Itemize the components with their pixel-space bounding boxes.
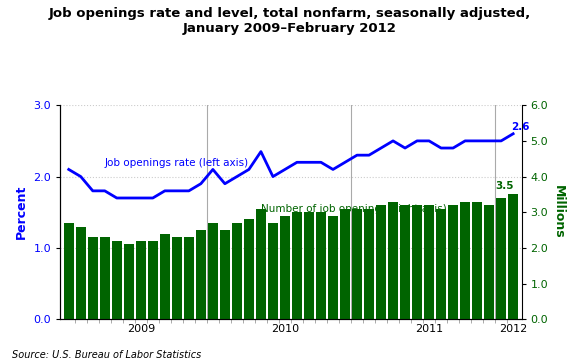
Bar <box>88 237 97 319</box>
Text: Job openings rate (left axis): Job openings rate (left axis) <box>105 158 249 168</box>
Bar <box>100 237 110 319</box>
Bar <box>268 223 278 319</box>
Bar <box>376 205 386 319</box>
Bar <box>424 205 434 319</box>
Bar <box>496 198 506 319</box>
Bar <box>508 194 518 319</box>
Bar <box>136 241 146 319</box>
Text: 3.5: 3.5 <box>495 181 514 191</box>
Bar <box>316 212 326 319</box>
Bar <box>280 216 290 319</box>
Bar <box>484 205 494 319</box>
Y-axis label: Percent: Percent <box>15 185 28 239</box>
Bar <box>472 202 482 319</box>
Bar <box>220 230 230 319</box>
Bar <box>400 205 410 319</box>
Bar <box>304 212 314 319</box>
Bar <box>244 219 253 319</box>
Bar <box>352 209 362 319</box>
Bar <box>340 209 350 319</box>
Bar <box>448 205 458 319</box>
Y-axis label: Millions: Millions <box>552 185 565 239</box>
Bar <box>124 244 133 319</box>
Bar <box>328 216 338 319</box>
Text: 2.6: 2.6 <box>511 122 529 132</box>
Text: Source: U.S. Bureau of Labor Statistics: Source: U.S. Bureau of Labor Statistics <box>12 350 201 360</box>
Bar <box>412 205 422 319</box>
Bar <box>388 202 398 319</box>
Bar <box>232 223 242 319</box>
Bar <box>184 237 194 319</box>
Bar <box>461 202 470 319</box>
Bar <box>292 212 302 319</box>
Text: Job openings rate and level, total nonfarm, seasonally adjusted,
January 2009–Fe: Job openings rate and level, total nonfa… <box>49 7 531 35</box>
Text: Number of job openings (right axis): Number of job openings (right axis) <box>261 204 447 214</box>
Bar <box>112 241 122 319</box>
Bar <box>196 230 206 319</box>
Bar <box>160 234 169 319</box>
Bar <box>64 223 74 319</box>
Bar <box>256 209 266 319</box>
Bar <box>172 237 182 319</box>
Bar <box>436 209 446 319</box>
Bar <box>148 241 158 319</box>
Bar <box>76 226 86 319</box>
Bar <box>208 223 218 319</box>
Bar <box>364 209 374 319</box>
